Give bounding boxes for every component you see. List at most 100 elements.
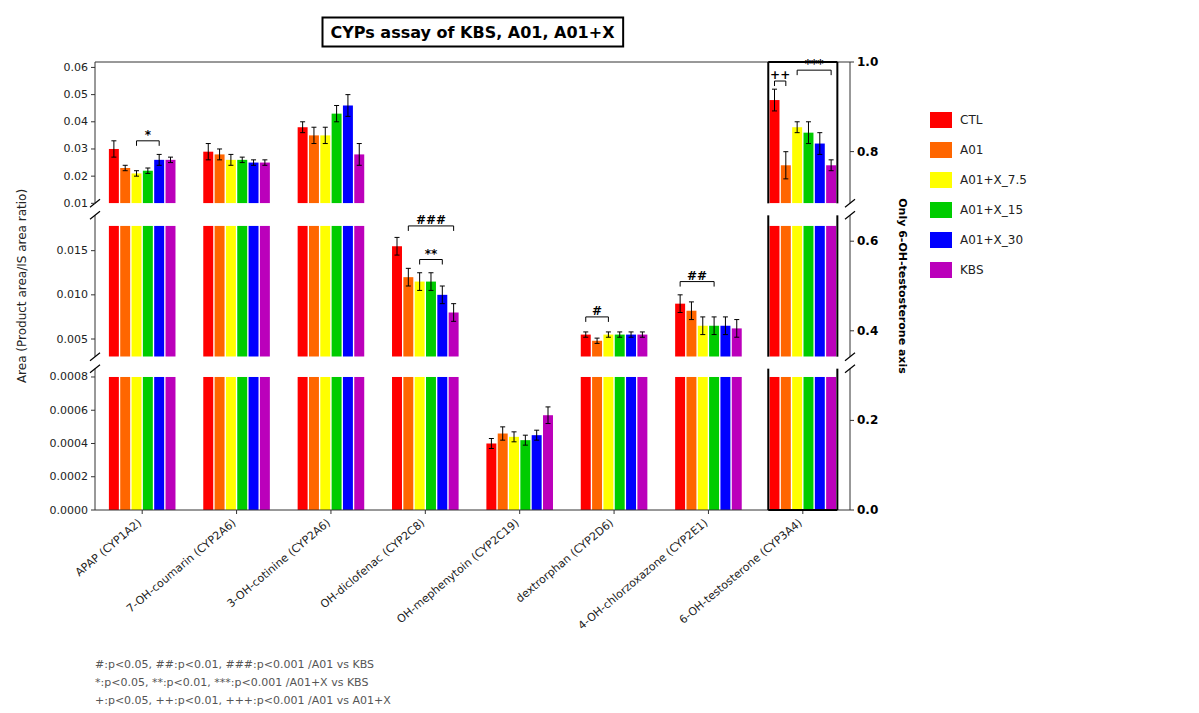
bar xyxy=(826,226,836,357)
y-tick xyxy=(91,510,95,511)
bar xyxy=(143,377,153,510)
bar xyxy=(581,335,591,357)
error-bar xyxy=(451,304,456,322)
error-bar xyxy=(168,157,173,162)
bar xyxy=(309,226,319,357)
bar xyxy=(792,127,802,203)
y-tick xyxy=(91,376,95,377)
bar xyxy=(770,226,780,357)
y-axis-line xyxy=(95,215,96,356)
y-tick-label: 0.0000 xyxy=(50,504,89,517)
bar xyxy=(120,377,130,510)
y-tick-label: 0.05 xyxy=(64,88,89,101)
bar xyxy=(132,173,142,203)
bar xyxy=(154,377,164,510)
bar xyxy=(803,377,813,510)
y2-tick-label: 0.2 xyxy=(857,413,878,427)
frame-right xyxy=(850,215,851,356)
bar xyxy=(143,171,153,204)
chart: 0.010.020.030.040.050.06*++***CYPs assay… xyxy=(0,0,1199,713)
bar xyxy=(709,377,719,510)
annotation: *** xyxy=(805,57,825,71)
x-tick-label: OH-diclofenac (CYP2C8) xyxy=(318,516,427,611)
error-bar xyxy=(617,332,622,337)
error-bar xyxy=(251,160,256,165)
break-mark xyxy=(845,365,855,373)
legend-swatch xyxy=(930,142,952,158)
bar xyxy=(132,226,142,357)
break-mark xyxy=(90,365,100,373)
group-box xyxy=(768,509,837,511)
error-bar xyxy=(206,144,211,160)
bar xyxy=(532,435,542,510)
group-box xyxy=(836,369,838,510)
bar xyxy=(320,226,330,357)
bar xyxy=(154,160,164,203)
bar xyxy=(260,163,270,204)
y-tick-label: 0.01 xyxy=(64,197,89,210)
bar xyxy=(720,377,730,510)
error-bar xyxy=(783,152,788,179)
error-bar xyxy=(323,127,328,143)
panel: 0.00000.00020.00040.00060.0008APAP (CYP1… xyxy=(50,365,856,633)
y-tick xyxy=(91,94,95,95)
y2-tick xyxy=(850,151,854,152)
bar xyxy=(732,377,742,510)
bar xyxy=(309,135,319,203)
bar xyxy=(166,160,176,203)
bar xyxy=(120,168,130,203)
x-tick xyxy=(236,510,237,514)
y-tick-label: 0.0004 xyxy=(50,437,89,450)
bar xyxy=(592,377,602,510)
y-tick xyxy=(91,121,95,122)
bar xyxy=(509,437,519,510)
bar xyxy=(237,226,247,357)
legend-swatch xyxy=(930,232,952,248)
bar xyxy=(249,163,259,204)
error-bar xyxy=(640,332,645,337)
y2-axis-label: Only 6-OH-testosterone axis xyxy=(896,198,909,374)
bar xyxy=(626,377,636,510)
x-tick-label: APAP (CYP1A2) xyxy=(73,516,144,579)
y-tick-label: 0.02 xyxy=(64,170,89,183)
y-tick xyxy=(91,443,95,444)
bar xyxy=(298,127,308,203)
legend-swatch xyxy=(930,202,952,218)
annotation: # xyxy=(592,304,602,318)
title-box xyxy=(323,18,624,47)
bar xyxy=(426,377,436,510)
bars xyxy=(109,89,836,203)
bar xyxy=(120,226,130,357)
bar xyxy=(792,226,802,357)
bar xyxy=(215,154,225,203)
bar xyxy=(260,377,270,510)
bar xyxy=(343,226,353,357)
x-tick xyxy=(142,510,143,514)
bar xyxy=(154,226,164,357)
bar xyxy=(343,105,353,203)
y-tick-label: 0.04 xyxy=(64,115,89,128)
bar xyxy=(309,377,319,510)
legend-swatch xyxy=(930,172,952,188)
bar xyxy=(603,335,613,357)
bar xyxy=(486,443,496,510)
y-tick-label: 0.0002 xyxy=(50,470,89,483)
bar xyxy=(815,377,825,510)
error-bar xyxy=(583,332,588,337)
error-bar xyxy=(228,154,233,165)
legend-label: A01+X_7.5 xyxy=(960,173,1027,187)
group-box xyxy=(768,61,837,63)
error-bar xyxy=(134,171,139,176)
bar xyxy=(203,377,213,510)
error-bar xyxy=(217,149,222,160)
y2-tick xyxy=(850,62,854,63)
bar xyxy=(298,377,308,510)
annotation: ++ xyxy=(770,68,790,82)
break-mark xyxy=(845,353,855,361)
annotation: ** xyxy=(425,247,438,261)
group-box xyxy=(767,369,769,510)
annotation: ### xyxy=(416,213,446,227)
bar xyxy=(626,335,636,357)
break-mark xyxy=(845,211,855,219)
error-bar xyxy=(595,338,600,343)
